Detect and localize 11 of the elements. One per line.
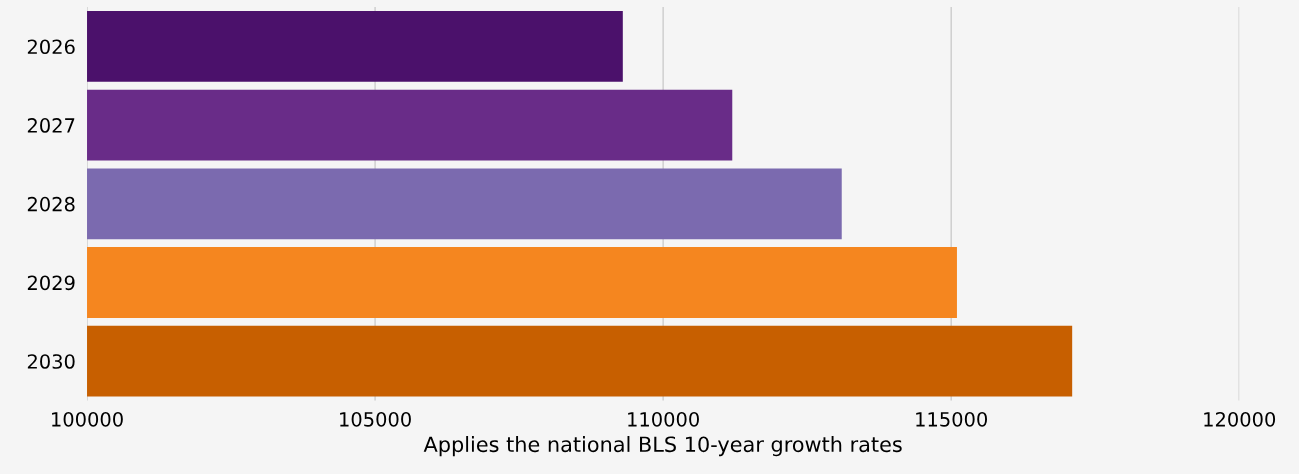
x-tick-label: 110000 (628, 411, 699, 427)
x-tick-label: 120000 (1204, 411, 1276, 427)
y-tick-label: 2026 (27, 39, 75, 55)
y-tick-label: 2030 (27, 354, 75, 369)
y-tick-label: 2027 (27, 118, 75, 133)
x-tick-label: 100000 (52, 411, 123, 427)
x-axis-title: Applies the national BLS 10-year growth rates (423, 436, 902, 457)
x-tick-label: 115000 (916, 411, 988, 427)
y-tick-label: 2028 (27, 196, 75, 212)
x-tick-label: 105000 (340, 411, 411, 427)
y-tick-label: 2029 (27, 275, 75, 291)
